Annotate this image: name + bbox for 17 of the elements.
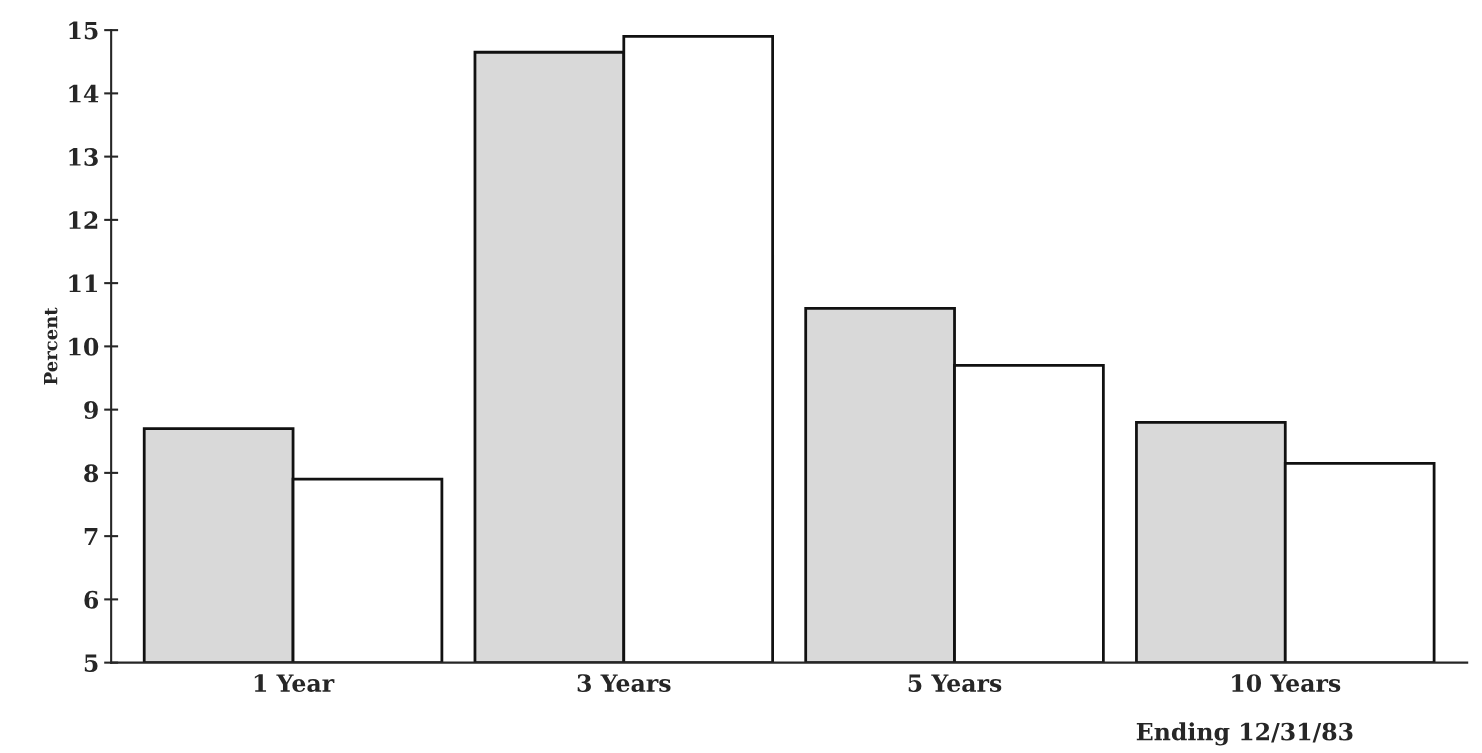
y-tick-label: 14: [69, 84, 99, 103]
y-tick-label: 8: [84, 464, 99, 483]
y-tick-label: 5: [84, 654, 98, 672]
x-tick-label: 5 Years: [908, 674, 1002, 693]
y-tick-label: 11: [69, 274, 97, 293]
y-tick-label: 15: [69, 21, 98, 40]
y-tick-label: 12: [69, 211, 98, 229]
x-tick-label: 10 Years: [1232, 674, 1341, 693]
x-tick-label: 1 Year: [254, 674, 335, 693]
y-tick-label: 6: [84, 590, 99, 609]
y-tick-label: 7: [84, 527, 98, 546]
y-axis-title: Percent: [44, 307, 58, 385]
y-tick-label: 9: [84, 401, 98, 419]
y-tick-label: 10: [69, 337, 99, 356]
y-tick-label: 13: [69, 148, 98, 166]
text: Ending 12/31/83: [1136, 722, 1353, 746]
x-tick-label: 3 Years: [577, 674, 671, 693]
